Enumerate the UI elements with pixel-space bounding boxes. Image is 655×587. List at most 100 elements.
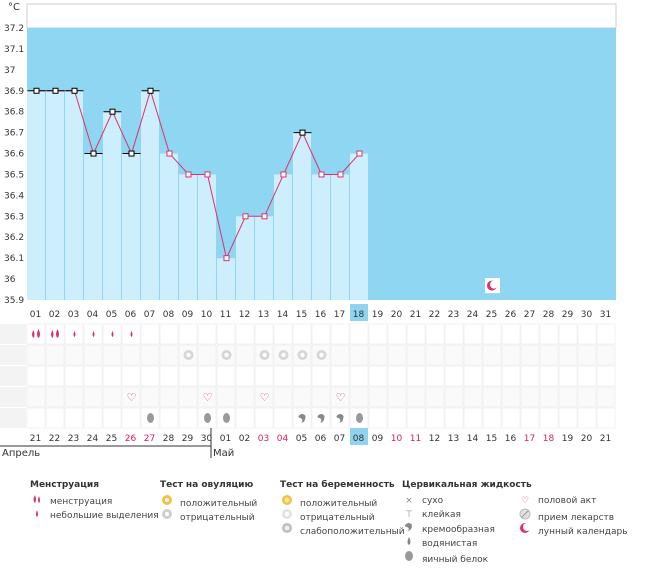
temp-bar (141, 90, 159, 301)
grid-cell (425, 386, 445, 408)
legend-item: менструация (50, 497, 113, 507)
temp-point (147, 87, 154, 94)
grid-cell (406, 365, 426, 387)
grid-cell (216, 323, 236, 345)
grid-cell (140, 386, 160, 408)
date-label: 03 (258, 434, 269, 444)
drop-icon (51, 329, 59, 338)
chart-top-band (26, 3, 617, 29)
grid-cell (444, 323, 464, 345)
drop-icon (30, 494, 44, 509)
grid-row-head (0, 408, 26, 428)
temp-bar (65, 90, 83, 301)
swirl-icon-center (300, 352, 305, 358)
comma-icon (298, 414, 306, 423)
cycle-day-label: 28 (543, 310, 555, 320)
grid-cell (254, 365, 274, 387)
grid-cell (349, 365, 369, 387)
y-tick-label: 37.2 (4, 24, 24, 34)
preg-negative-icon (280, 508, 294, 525)
grid-cell (273, 323, 293, 345)
small-drop-icon (92, 331, 95, 337)
date-label: 09 (372, 434, 384, 444)
heart-icon: ♡ (260, 391, 270, 404)
heart-icon: ♡ (203, 391, 213, 404)
legend-item: сухо (422, 496, 444, 506)
temp-bar (46, 90, 64, 301)
cycle-day-label: 16 (315, 310, 327, 320)
grid-cell (197, 323, 217, 345)
date-label: 21 (30, 434, 41, 444)
grid-cell (64, 407, 84, 429)
grid-cell (254, 386, 274, 408)
grid-cell (26, 323, 46, 345)
legend-item: прием лекарств (538, 513, 615, 523)
grid-cell (558, 323, 578, 345)
grid-cell (558, 344, 578, 366)
grid-cell (444, 344, 464, 366)
temp-point (299, 129, 306, 136)
grid-cell (349, 344, 369, 366)
comma-icon (317, 414, 325, 423)
grid-cell (368, 365, 388, 387)
small-drop-icon (111, 331, 114, 337)
grid-cell (577, 344, 597, 366)
grid-cell (140, 344, 160, 366)
y-tick-label: 36.2 (4, 233, 24, 243)
temp-point (90, 150, 97, 157)
grid-cell (539, 323, 559, 345)
grid-cell (368, 323, 388, 345)
cycle-day-label: 09 (182, 310, 194, 320)
grid-cell (539, 344, 559, 366)
temp-point (242, 213, 249, 220)
cycle-day-label: 14 (277, 310, 289, 320)
grid-cell (83, 386, 103, 408)
cycle-day-label: 29 (562, 310, 574, 320)
grid-cell (121, 407, 141, 429)
grid-cell (444, 386, 464, 408)
cycle-day-label: 17 (334, 310, 345, 320)
date-label: 27 (144, 434, 155, 444)
cycle-day-label: 04 (87, 310, 99, 320)
temp-bar (122, 153, 140, 300)
cycle-day-label: 12 (239, 310, 250, 320)
date-label: 24 (87, 434, 99, 444)
legend-item: положительный (180, 499, 258, 509)
temp-point (52, 87, 59, 94)
legend-title: Тест на беременность (280, 480, 395, 490)
temp-point (185, 171, 192, 178)
grid-cell (406, 344, 426, 366)
date-label: 14 (467, 434, 479, 444)
grid-cell (482, 407, 502, 429)
cycle-day-label: 19 (372, 310, 384, 320)
legend-title: Менструация (30, 480, 99, 490)
grid-cell (254, 323, 274, 345)
cycle-day-label: 30 (581, 310, 593, 320)
legend-ovulation-test: Тест на овуляцию положительный отрицател… (160, 480, 258, 523)
grid-cell (596, 407, 616, 429)
grid-cell (596, 365, 616, 387)
grid-cell (349, 386, 369, 408)
grid-cell (235, 365, 255, 387)
grid-cell (26, 344, 46, 366)
temp-point (166, 150, 173, 157)
grid-cell (102, 407, 122, 429)
month-label: Май (213, 448, 234, 459)
grid-cell (273, 365, 293, 387)
small-drop-icon (130, 331, 133, 337)
grid-cell (349, 323, 369, 345)
y-tick-label: 36.3 (4, 212, 24, 222)
month-label: Апрель (2, 448, 40, 459)
date-label: 08 (353, 434, 365, 444)
grid-cell (26, 365, 46, 387)
cycle-day-label: 25 (486, 310, 497, 320)
date-label: 15 (486, 434, 497, 444)
y-tick-label: 37 (4, 66, 15, 76)
grid-row-head (0, 366, 26, 386)
y-tick-label: 36.8 (4, 108, 24, 118)
moon-icon (518, 522, 532, 539)
temp-point (280, 171, 287, 178)
legend-other: ♡ половой акт прием лекарств лунный кален… (518, 494, 628, 539)
grid-cell (482, 344, 502, 366)
temp-bar (27, 90, 45, 301)
